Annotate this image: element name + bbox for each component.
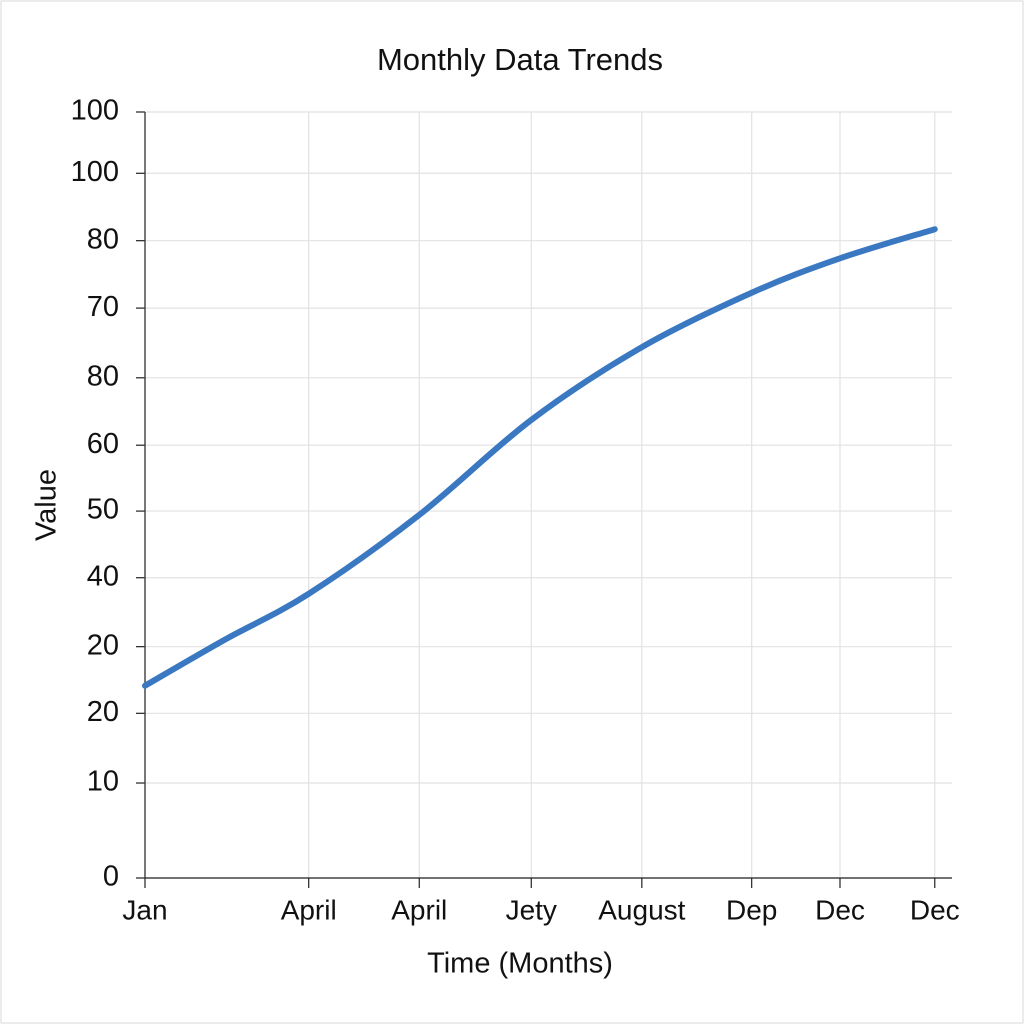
x-tick-label: August — [598, 894, 685, 925]
y-tick-label: 60 — [87, 428, 119, 460]
y-tick-label: 0 — [103, 861, 119, 893]
x-tick-label: Dec — [910, 894, 960, 925]
y-axis-label: Value — [31, 469, 63, 541]
y-tick-label: 80 — [87, 223, 119, 255]
x-tick-label: Jan — [122, 894, 167, 925]
y-tick-label: 100 — [71, 95, 119, 127]
x-tick-label: Dec — [815, 894, 865, 925]
chart-title: Monthly Data Trends — [377, 42, 663, 77]
y-tick-label: 20 — [87, 696, 119, 728]
y-tick-label: 100 — [71, 156, 119, 188]
y-tick-label: 40 — [87, 560, 119, 592]
y-tick-label: 10 — [87, 766, 119, 798]
x-axis-label: Time (Months) — [427, 948, 613, 980]
x-tick-label: Dep — [726, 894, 777, 925]
y-tick-label: 70 — [87, 291, 119, 323]
y-tick-label: 20 — [87, 629, 119, 661]
x-tick-label: Jety — [506, 894, 557, 925]
x-tick-label: April — [391, 894, 447, 925]
plot: 0 10 20 20 40 50 60 80 70 80 100 100 Jan April April Je… — [71, 95, 960, 926]
y-tick-label: 50 — [87, 494, 119, 526]
x-tick-label: April — [281, 894, 337, 925]
y-tick-label: 80 — [87, 360, 119, 392]
data-line — [142, 226, 938, 689]
